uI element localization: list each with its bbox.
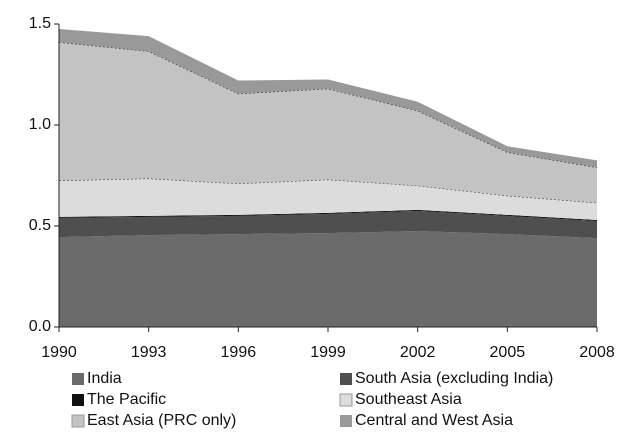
x-tick-label: 2008 [579, 344, 615, 361]
legend-label: Central and West Asia [355, 412, 513, 429]
y-tick-label: 1.0 [29, 116, 51, 133]
x-tick-label: 2005 [490, 344, 526, 361]
legend-label: East Asia (PRC only) [87, 412, 236, 429]
x-tick-label: 1990 [41, 344, 77, 361]
legend-label: South Asia (excluding India) [355, 370, 553, 387]
area [59, 231, 597, 327]
x-tick-label: 1999 [310, 344, 346, 361]
area [59, 178, 597, 220]
y-tick-label: 0.0 [29, 318, 51, 335]
y-tick-label: 1.5 [29, 15, 51, 32]
area [59, 29, 597, 168]
legend-swatch [340, 373, 352, 385]
x-tick-label: 1993 [131, 344, 167, 361]
legend-label: The Pacific [87, 391, 166, 408]
legend-label: India [87, 370, 122, 387]
area [59, 42, 597, 203]
area [59, 210, 597, 239]
x-tick-label: 1996 [221, 344, 257, 361]
legend-swatch [72, 394, 84, 406]
legend-swatch [340, 415, 352, 427]
legend-label: Southeast Asia [355, 391, 462, 408]
x-tick-label: 2002 [400, 344, 436, 361]
legend-swatch [72, 373, 84, 385]
area [59, 209, 597, 221]
legend-swatch [71, 414, 85, 428]
y-tick-label: 0.5 [29, 217, 51, 234]
legend-swatch [339, 393, 353, 407]
